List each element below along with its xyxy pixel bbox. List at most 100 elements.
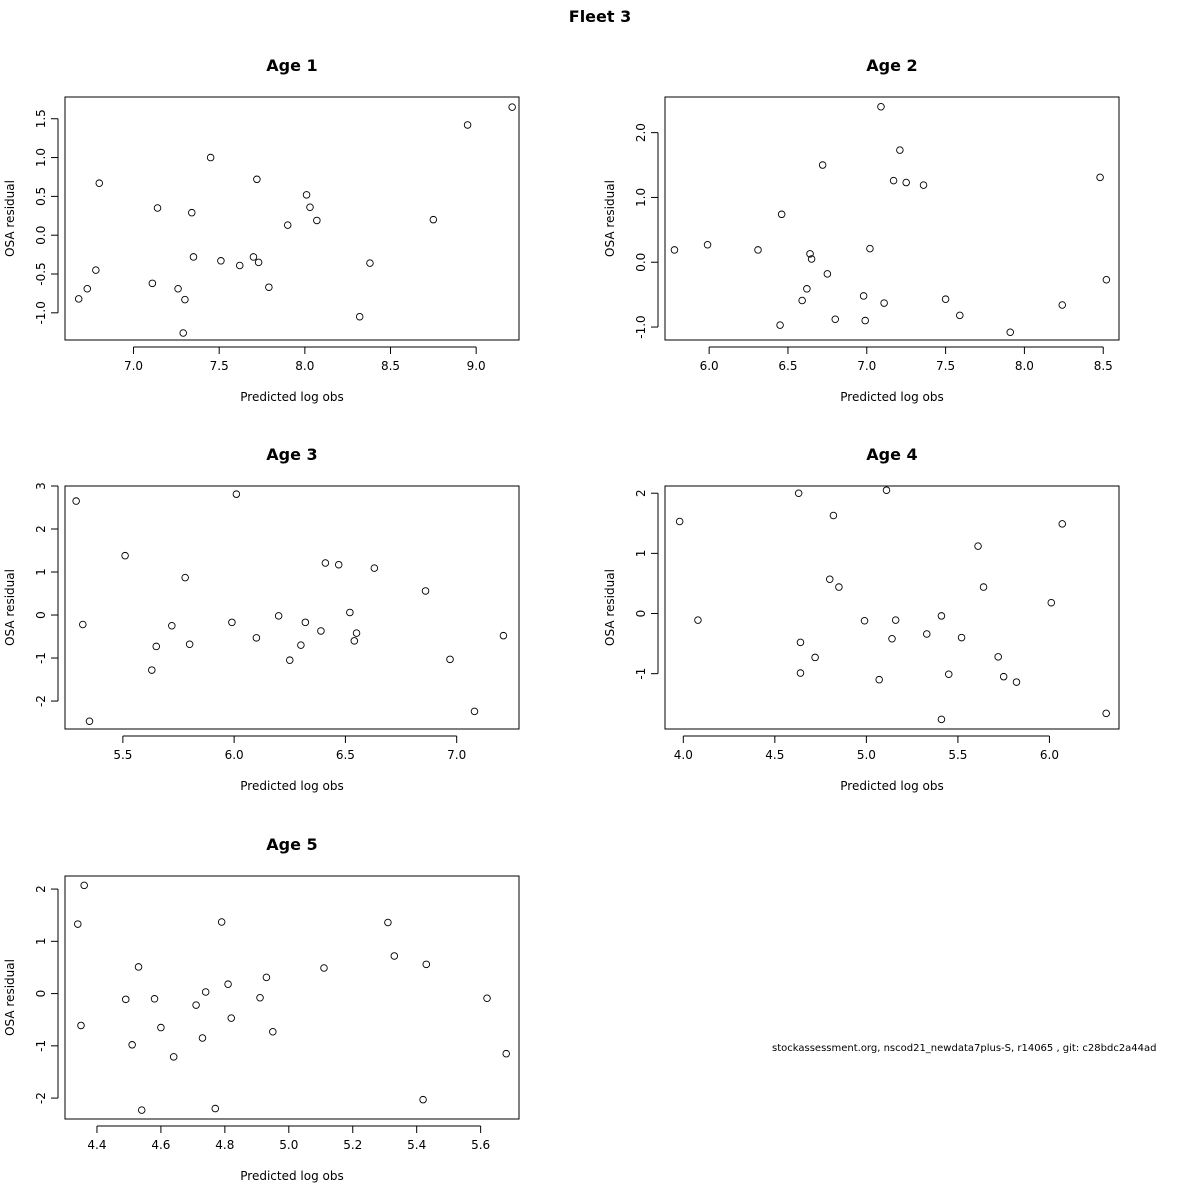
- data-point: [1006, 328, 1014, 336]
- y-tick-label: 1: [34, 938, 48, 946]
- data-point: [350, 637, 359, 645]
- data-point: [121, 995, 130, 1004]
- data-point: [334, 560, 343, 569]
- data-point: [192, 1001, 200, 1009]
- data-point: [134, 963, 143, 971]
- data-point: [352, 629, 361, 637]
- data-point: [999, 672, 1008, 681]
- data-point: [941, 295, 950, 303]
- data-point: [128, 1041, 136, 1049]
- data-point: [888, 635, 896, 643]
- data-point: [979, 583, 988, 591]
- data-point: [297, 641, 305, 649]
- x-axis-label: Predicted log obs: [240, 390, 343, 404]
- data-point: [137, 1106, 146, 1114]
- x-tick-label: 8.0: [1015, 359, 1034, 373]
- panel-title: Age 4: [866, 445, 917, 464]
- data-point: [889, 176, 898, 185]
- data-point: [937, 715, 946, 724]
- figure-title: Fleet 3: [569, 7, 631, 26]
- data-point: [880, 299, 888, 307]
- plot-frame: [664, 96, 1120, 341]
- data-point: [265, 283, 273, 291]
- data-point: [1096, 173, 1104, 182]
- data-point: [301, 618, 310, 627]
- data-point: [390, 952, 399, 960]
- data-point: [150, 995, 159, 1003]
- x-tick-label: 5.5: [113, 748, 132, 762]
- y-tick-label: 1: [34, 568, 48, 576]
- data-point: [256, 994, 264, 1002]
- data-point: [957, 633, 966, 642]
- data-point: [152, 642, 160, 651]
- data-point: [185, 640, 194, 649]
- data-point: [179, 329, 187, 337]
- y-tick-label: 2.0: [634, 123, 648, 142]
- x-axis-label: Predicted log obs: [240, 779, 343, 793]
- data-point: [796, 638, 805, 647]
- data-point: [232, 490, 241, 498]
- data-point: [776, 321, 784, 329]
- data-point: [320, 964, 328, 972]
- data-point: [1047, 598, 1056, 607]
- data-point: [919, 181, 928, 189]
- data-point: [796, 669, 805, 677]
- data-point: [80, 881, 88, 890]
- data-point: [463, 121, 472, 129]
- x-tick-label: 7.5: [936, 359, 955, 373]
- data-point: [896, 146, 904, 154]
- x-tick-label: 9.0: [467, 359, 486, 373]
- data-point: [956, 311, 964, 320]
- data-point: [224, 980, 232, 988]
- y-tick-label: 0: [34, 611, 48, 619]
- panel-age-5: Age 5 4.4 4.6 4.8 5.0 5.2 5.4 5.6 -2 -1 0 1 2 Predict…: [3, 835, 520, 1183]
- x-tick-label: 6.5: [336, 748, 355, 762]
- data-point: [286, 656, 294, 664]
- data-point: [181, 295, 189, 304]
- y-tick-label: -1: [34, 1040, 48, 1052]
- data-point: [121, 551, 129, 560]
- data-point: [217, 257, 225, 265]
- data-point: [217, 918, 226, 926]
- x-tick-label: 4.0: [674, 748, 693, 762]
- data-point: [384, 918, 392, 927]
- x-axis-label: Predicted log obs: [840, 390, 943, 404]
- data-point: [1058, 520, 1066, 528]
- data-point: [703, 240, 712, 249]
- data-point: [254, 258, 263, 267]
- data-point: [253, 175, 261, 184]
- data-point: [72, 497, 80, 505]
- panel-age-4: Age 4 4.0 4.5 5.0 5.5 6.0 -1 0 1 2 Predicted log o…: [603, 445, 1120, 793]
- x-tick-label: 6.0: [700, 359, 719, 373]
- y-axis-label: OSA residual: [3, 959, 17, 1036]
- data-point: [169, 1053, 178, 1061]
- x-tick-label: 5.6: [471, 1138, 490, 1152]
- data-point: [77, 1021, 85, 1030]
- data-point: [227, 1014, 236, 1022]
- data-point: [370, 564, 379, 572]
- data-point: [877, 102, 885, 111]
- panel-title: Age 3: [266, 445, 317, 464]
- data-point: [313, 216, 321, 225]
- x-tick-label: 7.0: [124, 359, 143, 373]
- data-point: [235, 261, 244, 270]
- data-point: [422, 960, 431, 969]
- data-point: [419, 1095, 427, 1104]
- x-tick-label: 6.0: [225, 748, 244, 762]
- data-point: [794, 489, 803, 497]
- data-point: [1102, 275, 1111, 284]
- data-point: [803, 285, 811, 293]
- x-tick-label: 5.2: [343, 1138, 362, 1152]
- data-point: [283, 221, 292, 229]
- data-point: [811, 653, 819, 662]
- x-tick-label: 4.5: [765, 748, 784, 762]
- data-point: [818, 161, 827, 169]
- x-tick-label: 7.5: [210, 359, 229, 373]
- data-point: [675, 517, 684, 526]
- y-axis-label: OSA residual: [603, 180, 617, 257]
- x-tick-label: 5.5: [948, 748, 967, 762]
- panel-age-2: Age 2 6.0 6.5 7.0 7.5 8.0 8.5 -1.0 0.0 1.0 2.0 Pred…: [603, 56, 1120, 404]
- data-point: [798, 296, 806, 305]
- data-point: [777, 210, 786, 219]
